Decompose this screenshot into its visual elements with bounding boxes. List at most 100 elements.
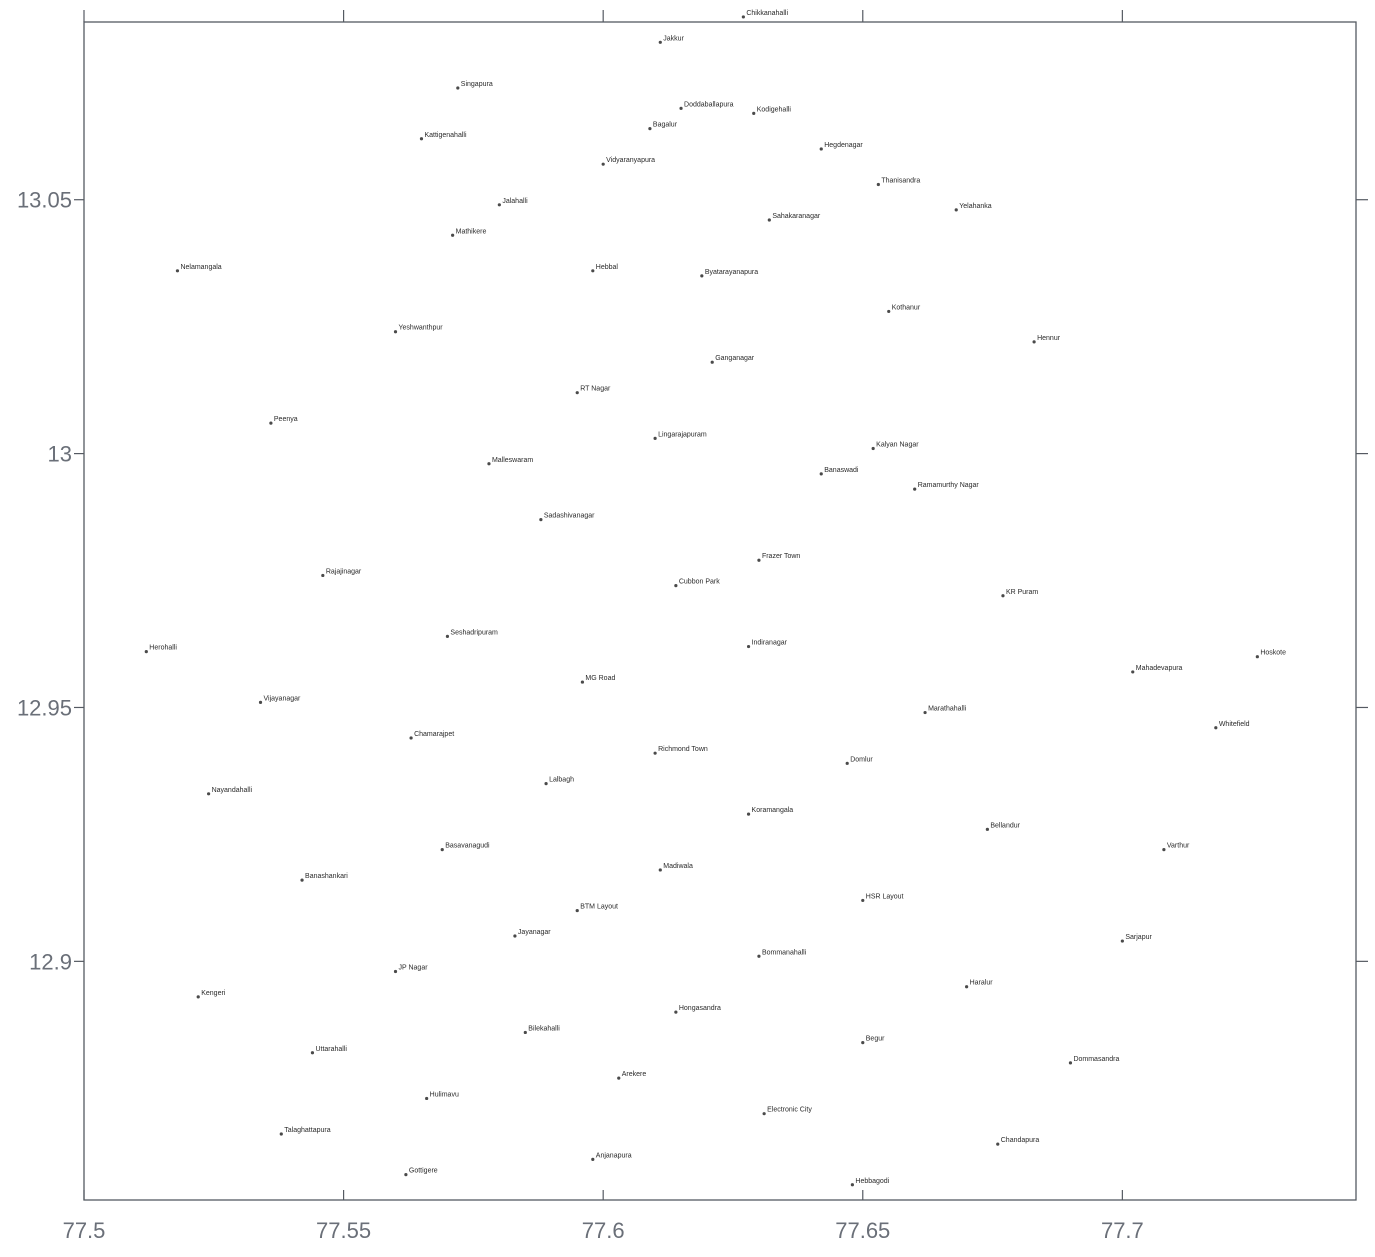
data-point-label: Haralur [970, 980, 994, 987]
data-point [653, 751, 657, 755]
data-point-label: Gottigere [409, 1168, 438, 1175]
data-point [513, 934, 517, 938]
data-point-label: Bilekahalli [528, 1025, 560, 1032]
data-point-label: Indiranagar [752, 640, 788, 647]
data-point [658, 40, 662, 44]
data-point-label: Bagalur [653, 122, 678, 129]
data-point-label: Bellandur [990, 822, 1020, 829]
data-point-label: Rajajinagar [326, 568, 362, 575]
data-point-label: Sadashivanagar [544, 513, 595, 520]
data-point-label: Hongasandra [679, 1005, 721, 1012]
data-point-label: Peenya [274, 416, 298, 423]
data-point [175, 269, 180, 273]
data-point [819, 472, 823, 476]
x-tick-label: 77.55 [316, 1218, 371, 1243]
data-point [207, 792, 211, 796]
data-point [617, 1076, 621, 1080]
data-point [269, 421, 273, 425]
data-point [850, 1183, 854, 1187]
data-point-label: Ganganagar [715, 355, 755, 362]
data-point-label: Hebbagodi [855, 1178, 889, 1185]
data-point-label: Seshadripuram [450, 629, 498, 636]
data-point [845, 761, 849, 765]
data-point [653, 436, 657, 440]
data-point-label: Hebbal [596, 264, 619, 271]
data-point-label: Varthur [1167, 843, 1190, 850]
data-point [1032, 340, 1036, 344]
y-tick-label: 12.9 [29, 949, 72, 974]
data-point [544, 782, 548, 786]
data-point [1162, 848, 1166, 852]
data-point-label: Mahadevapura [1136, 665, 1183, 672]
data-point-label: Nayandahalli [212, 787, 253, 794]
data-point [539, 518, 543, 522]
data-point [741, 15, 745, 19]
data-point-label: Jalahalli [502, 198, 528, 205]
data-point [196, 995, 200, 999]
data-point [985, 827, 989, 831]
x-axis: 77.5 77.55 77.6 77.65 77.7 [63, 10, 1144, 1243]
data-point-label: Jakkur [663, 35, 684, 42]
data-point [700, 274, 704, 278]
data-point [419, 137, 424, 141]
data-point-label: BTM Layout [580, 904, 618, 911]
plot-frame [83, 21, 1357, 1201]
data-point [923, 710, 927, 715]
data-point [1120, 939, 1124, 943]
y-tick-label: 13 [48, 442, 72, 467]
data-point [819, 147, 823, 151]
data-point-label: Kattigenahalli [424, 132, 466, 139]
data-point [451, 233, 455, 237]
data-point [497, 203, 501, 207]
data-point [404, 1173, 408, 1177]
data-point-label: Ramamurthy Nagar [918, 482, 980, 489]
data-point [601, 162, 605, 166]
data-point-label: Singapura [461, 81, 493, 88]
y-tick-label: 12.95 [17, 695, 72, 720]
data-point [575, 391, 579, 395]
data-point [871, 446, 875, 451]
data-point [393, 969, 398, 974]
data-point [757, 558, 761, 562]
data-point [762, 1112, 766, 1116]
data-point-label: Richmond Town [658, 746, 708, 753]
data-point-label: Begur [866, 1036, 885, 1043]
data-point-label: Kothanur [892, 304, 921, 311]
data-point [1068, 1061, 1073, 1065]
data-point-label: Doddaballapura [684, 101, 734, 108]
data-point-label: Anjanapura [596, 1152, 632, 1159]
data-point-label: MG Road [585, 675, 615, 682]
data-point-label: Sarjapur [1125, 934, 1152, 941]
data-point-label: Marathahalli [928, 706, 967, 713]
data-point-label: Electronic City [767, 1107, 812, 1114]
data-point [965, 985, 969, 989]
data-point [440, 848, 444, 852]
data-point-label: Chamarajpet [414, 731, 454, 738]
data-point [679, 106, 683, 110]
data-point-label: Uttarahalli [315, 1046, 347, 1053]
data-points: Chikkanahalli Jakkur Singapura Doddaballapu… [144, 10, 1286, 1187]
data-point-label: Vijayanagar [264, 695, 302, 702]
data-point [1131, 670, 1135, 674]
data-point [310, 1051, 315, 1055]
data-point [580, 680, 585, 684]
data-point [575, 908, 579, 913]
data-point-label: Nelamangala [180, 264, 221, 271]
x-tick-label: 77.65 [835, 1218, 890, 1243]
data-point [1001, 594, 1005, 598]
data-point [861, 1040, 865, 1045]
x-tick-label: 77.5 [63, 1218, 106, 1243]
data-point-label: Dommasandra [1073, 1056, 1119, 1063]
data-point-label: Sahakaranagar [772, 213, 821, 220]
data-point [393, 330, 398, 334]
data-point [445, 634, 450, 638]
data-point-label: Herohalli [149, 645, 177, 652]
data-point [425, 1096, 429, 1101]
data-point [767, 218, 771, 222]
data-point-label: Chandapura [1001, 1137, 1040, 1144]
data-point [591, 1157, 595, 1161]
data-point [861, 898, 865, 903]
data-point-label: KR Puram [1006, 589, 1038, 596]
data-point [674, 1010, 678, 1014]
